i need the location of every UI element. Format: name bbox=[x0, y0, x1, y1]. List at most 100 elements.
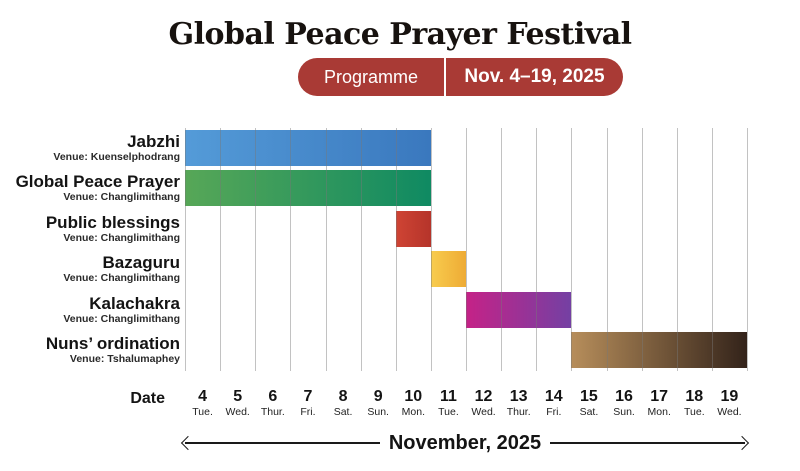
day-number: 6 bbox=[268, 388, 278, 405]
event-venue: Venue: Changlimithang bbox=[63, 272, 180, 285]
event-venue: Venue: Changlimithang bbox=[63, 312, 180, 325]
gridline bbox=[747, 128, 748, 371]
gridline bbox=[185, 128, 186, 371]
event-bar bbox=[466, 291, 572, 328]
event-venue: Venue: Kuenselphodrang bbox=[53, 150, 180, 163]
day-number: 5 bbox=[233, 388, 243, 405]
day-cell: 4 Tue. bbox=[185, 388, 220, 418]
gridline bbox=[220, 128, 222, 371]
event-bar bbox=[185, 170, 431, 206]
event-label-row: Global Peace Prayer Venue: Changlimithang bbox=[0, 169, 186, 210]
gridline bbox=[606, 128, 608, 371]
day-cell: 15 Sat. bbox=[571, 388, 606, 418]
day-name: Wed. bbox=[471, 405, 496, 418]
programme-badge: Programme Nov. 4–19, 2025 bbox=[298, 58, 623, 96]
badge-divider bbox=[444, 58, 446, 96]
event-bar bbox=[430, 251, 466, 287]
date-axis-label: Date bbox=[130, 390, 165, 407]
day-number: 10 bbox=[404, 388, 423, 405]
event-label-row: Public blessings Venue: Changlimithang bbox=[0, 209, 186, 250]
event-venue: Venue: Changlimithang bbox=[63, 191, 180, 204]
day-number: 7 bbox=[303, 388, 313, 405]
axis-line-right bbox=[550, 442, 746, 444]
gridline bbox=[395, 128, 397, 371]
day-name: Wed. bbox=[225, 405, 250, 418]
gridline bbox=[676, 128, 678, 371]
day-name: Sat. bbox=[333, 405, 353, 418]
gridline bbox=[501, 128, 503, 371]
day-cell: 9 Sun. bbox=[361, 388, 396, 418]
event-bar bbox=[185, 129, 431, 166]
event-name: Kalachakra bbox=[89, 293, 180, 313]
day-cell: 14 Fri. bbox=[536, 388, 571, 418]
day-number: 18 bbox=[685, 388, 704, 405]
gridline bbox=[325, 128, 327, 371]
day-number: 9 bbox=[373, 388, 383, 405]
day-cell: 18 Tue. bbox=[677, 388, 712, 418]
day-cell: 6 Thur. bbox=[255, 388, 290, 418]
gridline bbox=[255, 128, 257, 371]
event-labels-column: Jabzhi Venue: Kuenselphodrang Global Peace… bbox=[0, 128, 186, 371]
event-name: Public blessings bbox=[45, 212, 180, 232]
event-bar bbox=[571, 332, 747, 368]
month-axis: November, 2025 bbox=[180, 429, 750, 457]
day-cell: 17 Mon. bbox=[642, 388, 677, 418]
day-name: Fri. bbox=[300, 405, 316, 418]
day-number: 17 bbox=[650, 388, 669, 405]
event-venue: Venue: Tshalumaphey bbox=[69, 353, 180, 366]
gridline bbox=[641, 128, 643, 371]
day-cell: 16 Sun. bbox=[607, 388, 642, 418]
gantt-plot-area bbox=[185, 128, 748, 371]
day-number: 8 bbox=[338, 388, 348, 405]
day-cell: 5 Wed. bbox=[220, 388, 255, 418]
axis-line-left bbox=[185, 442, 380, 444]
day-name: Thur. bbox=[260, 405, 285, 418]
day-cell: 11 Tue. bbox=[431, 388, 466, 418]
page-title: Global Peace Prayer Festival bbox=[168, 17, 632, 52]
day-name: Sun. bbox=[613, 405, 635, 418]
day-name: Mon. bbox=[647, 405, 671, 418]
day-name: Thur. bbox=[506, 405, 531, 418]
event-label-row: Kalachakra Venue: Changlimithang bbox=[0, 290, 186, 331]
day-cell: 12 Wed. bbox=[466, 388, 501, 418]
day-number: 15 bbox=[580, 388, 598, 405]
arrow-right-icon bbox=[734, 435, 750, 451]
day-cell: 19 Wed. bbox=[712, 388, 747, 418]
badge-dates-label: Nov. 4–19, 2025 bbox=[464, 66, 605, 87]
day-name: Wed. bbox=[717, 405, 742, 418]
day-number: 13 bbox=[509, 388, 528, 405]
event-name: Jabzhi bbox=[127, 131, 180, 151]
gridline bbox=[360, 128, 362, 371]
day-cell: 10 Mon. bbox=[396, 388, 431, 418]
gridline bbox=[466, 128, 467, 371]
event-label-row: Bazaguru Venue: Changlimithang bbox=[0, 250, 186, 291]
day-number: 16 bbox=[615, 388, 633, 405]
day-name: Tue. bbox=[192, 405, 213, 418]
day-number: 11 bbox=[439, 388, 457, 405]
day-name: Fri. bbox=[546, 405, 562, 418]
gridline bbox=[430, 128, 432, 371]
badge-programme-label: Programme bbox=[323, 66, 419, 87]
arrow-left-icon bbox=[180, 435, 196, 451]
gridline bbox=[290, 128, 292, 371]
day-number: 4 bbox=[198, 388, 208, 405]
event-name: Bazaguru bbox=[102, 253, 180, 273]
month-label: November, 2025 bbox=[388, 431, 542, 454]
gridline bbox=[711, 128, 713, 371]
day-number: 14 bbox=[544, 388, 563, 405]
date-axis: 4 Tue. 5 Wed. 6 Thur. 7 Fri. 8 Sat. 9 Sun. 10 Mon. 11 T… bbox=[185, 388, 747, 418]
day-cell: 8 Sat. bbox=[326, 388, 361, 418]
day-number: 19 bbox=[720, 388, 739, 405]
event-name: Nuns’ ordination bbox=[45, 334, 180, 354]
event-label-row: Jabzhi Venue: Kuenselphodrang bbox=[0, 128, 186, 169]
event-bar bbox=[395, 210, 431, 247]
event-name: Global Peace Prayer bbox=[15, 172, 180, 192]
day-name: Tue. bbox=[684, 405, 705, 418]
day-name: Sun. bbox=[367, 405, 389, 418]
event-label-row: Nuns’ ordination Venue: Tshalumaphey bbox=[0, 331, 186, 372]
day-name: Mon. bbox=[401, 405, 425, 418]
gridline bbox=[536, 128, 538, 371]
event-venue: Venue: Changlimithang bbox=[63, 231, 180, 244]
day-cell: 13 Thur. bbox=[501, 388, 536, 418]
